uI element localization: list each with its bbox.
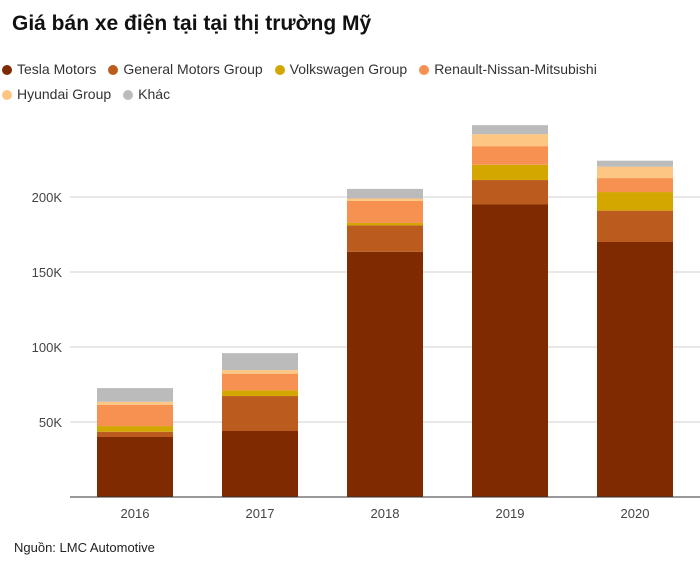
- chart-title: Giá bán xe điện tại tại thị trường Mỹ: [12, 12, 372, 35]
- legend-label: Renault-Nissan-Mitsubishi: [434, 61, 597, 77]
- legend-item: Hyundai Group: [0, 82, 111, 107]
- y-tick-label: 200K: [32, 190, 63, 205]
- bar-segment: [97, 426, 173, 432]
- bar-segment: [347, 222, 423, 226]
- x-tick-label: 2016: [121, 506, 150, 521]
- bar-segment: [222, 431, 298, 497]
- bar-segment: [347, 225, 423, 252]
- bar-segment: [472, 204, 548, 497]
- bar-segment: [597, 210, 673, 242]
- bar-segment: [222, 353, 298, 371]
- legend-item: Renault-Nissan-Mitsubishi: [417, 57, 597, 82]
- legend-label: Hyundai Group: [17, 86, 112, 102]
- bar-segment: [597, 178, 673, 193]
- bar-segment: [222, 370, 298, 374]
- legend-swatch: [108, 65, 119, 75]
- legend-swatch: [2, 65, 12, 75]
- legend-item: Khác: [121, 82, 170, 107]
- legend-swatch: [123, 90, 134, 100]
- bar-segment: [222, 373, 298, 391]
- legend-item: Tesla Motors: [0, 57, 96, 82]
- bar-segment: [97, 404, 173, 427]
- bar-segment: [97, 401, 173, 405]
- bar-segment: [347, 198, 423, 201]
- y-tick-label: 100K: [32, 340, 63, 355]
- bar-segment: [597, 192, 673, 211]
- bar-segment: [472, 134, 548, 147]
- legend-item: Volkswagen Group: [273, 57, 408, 82]
- bar-segment: [347, 251, 423, 497]
- bar-segment: [97, 437, 173, 497]
- bar-segment: [597, 160, 673, 167]
- y-tick-label: 50K: [39, 415, 62, 430]
- x-tick-label: 2018: [371, 506, 400, 521]
- bar-segment: [347, 200, 423, 223]
- legend-label: Volkswagen Group: [289, 61, 408, 77]
- bar-segment: [472, 125, 548, 135]
- bar-segment: [222, 396, 298, 431]
- bar-segment: [597, 166, 673, 179]
- y-tick-label: 150K: [32, 265, 63, 280]
- x-tick-label: 2017: [246, 506, 275, 521]
- bar-segment: [597, 242, 673, 497]
- x-tick-label: 2020: [621, 506, 650, 521]
- source-note: Nguồn: LMC Automotive: [14, 540, 155, 555]
- x-tick-label: 2019: [496, 506, 525, 521]
- legend-label: General Motors Group: [123, 61, 263, 77]
- legend-swatch: [274, 65, 285, 75]
- bar-segment: [222, 390, 298, 397]
- legend-label: Tesla Motors: [17, 61, 97, 77]
- bar-segment: [472, 146, 548, 165]
- bar-segment: [472, 180, 548, 205]
- legend-item: General Motors Group: [106, 57, 263, 82]
- bar-segment: [472, 164, 548, 181]
- bar-segment: [347, 188, 423, 199]
- legend-swatch: [2, 90, 12, 100]
- legend-swatch: [419, 65, 430, 75]
- bar-segment: [97, 431, 173, 437]
- legend-label: Khác: [138, 86, 171, 102]
- legend: Tesla Motors General Motors Group Volkswag…: [0, 57, 700, 107]
- bar-segment: [97, 388, 173, 402]
